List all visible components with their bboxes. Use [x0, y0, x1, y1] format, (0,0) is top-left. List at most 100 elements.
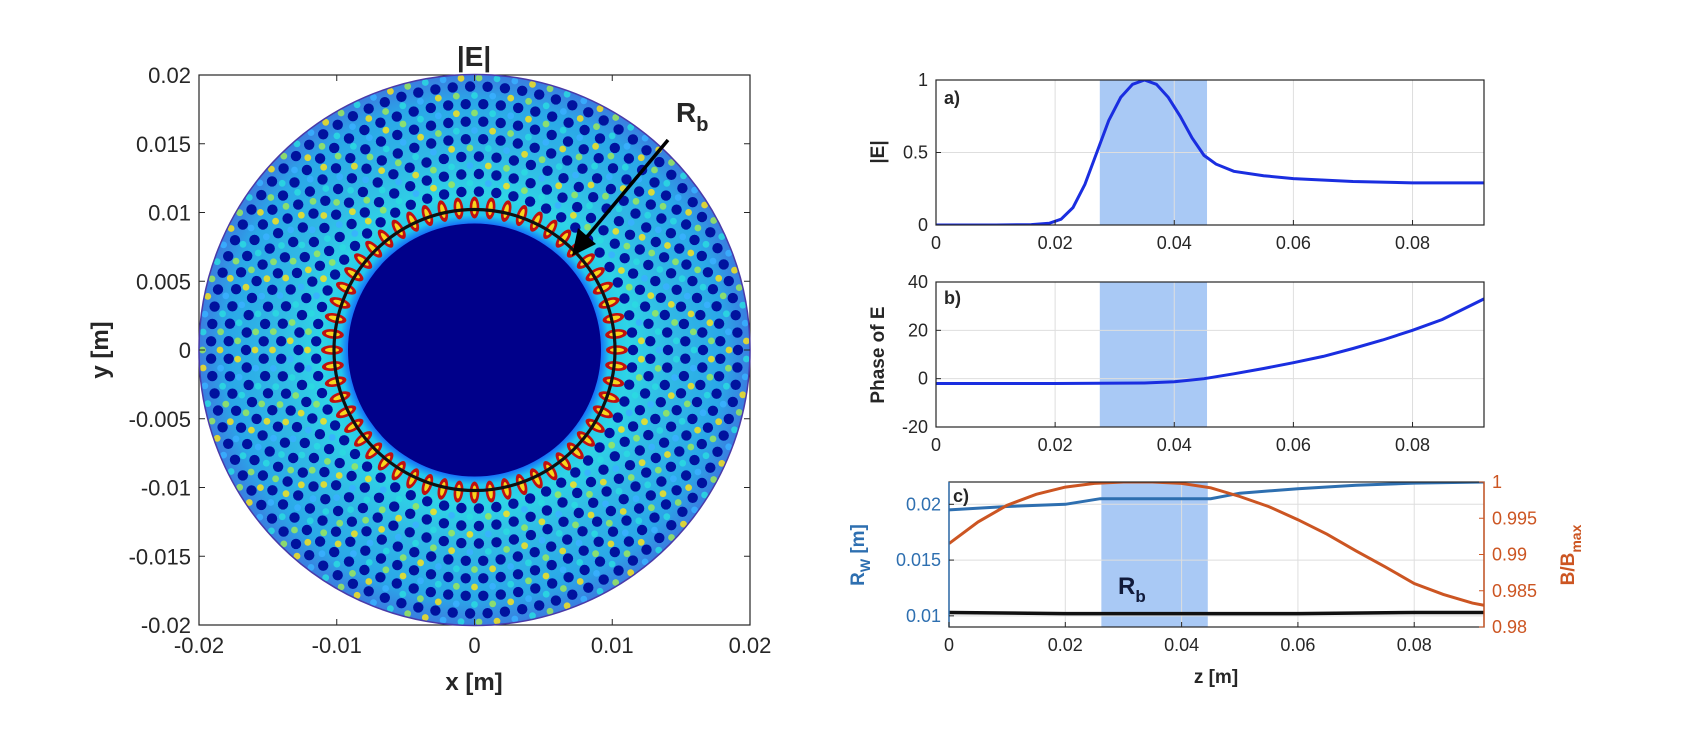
field-antinode	[484, 513, 492, 520]
field-antinode	[282, 418, 290, 426]
field-antinode	[694, 224, 702, 232]
field-node	[696, 438, 707, 450]
field-node	[634, 405, 646, 416]
field-node	[666, 520, 677, 531]
field-node	[291, 421, 303, 433]
field-antinode	[542, 139, 550, 146]
field-node	[495, 117, 506, 129]
field-antinode	[328, 434, 336, 441]
field-antinode	[701, 491, 708, 499]
field-node	[671, 284, 682, 295]
field-antinode	[324, 458, 331, 465]
field-node	[680, 353, 691, 364]
field-antinode	[248, 426, 255, 434]
field-node	[593, 153, 604, 164]
field-antinode	[199, 328, 207, 336]
field-antinode	[623, 242, 631, 250]
field-antinode	[656, 266, 664, 273]
field-antinode	[417, 115, 424, 123]
field-node	[656, 213, 667, 224]
field-node	[613, 565, 624, 576]
field-antinode	[679, 233, 687, 241]
field-node	[217, 422, 228, 433]
field-node	[473, 538, 485, 549]
field-node	[619, 253, 630, 264]
field-antinode	[572, 171, 579, 179]
field-node	[713, 371, 725, 382]
field-antinode	[555, 510, 563, 518]
field-node	[491, 537, 502, 548]
y-tick-label: 0.02	[906, 494, 941, 514]
field-antinode	[270, 434, 277, 442]
field-node	[612, 277, 623, 288]
field-antinode	[257, 484, 264, 491]
field-node	[389, 188, 400, 199]
field-antinode	[288, 319, 296, 326]
field-antinode	[554, 202, 562, 209]
field-antinode	[235, 319, 243, 327]
field-node	[317, 174, 328, 185]
field-lobe-core	[394, 223, 403, 236]
field-antinode	[313, 250, 321, 258]
field-node	[630, 208, 641, 219]
field-node	[241, 327, 252, 338]
field-node	[361, 461, 373, 472]
field-node	[262, 388, 274, 399]
field-node	[618, 494, 629, 505]
field-node	[534, 89, 545, 100]
rb-circle	[332, 207, 617, 493]
field-antinode	[743, 355, 750, 363]
field-antinode	[633, 434, 640, 442]
field-node	[329, 142, 340, 154]
field-node	[624, 379, 635, 390]
field-antinode	[586, 490, 593, 498]
field-node	[242, 250, 253, 262]
field-antinode	[635, 374, 643, 381]
field-antinode	[709, 257, 717, 265]
field-antinode	[294, 504, 301, 512]
field-node	[289, 177, 300, 188]
field-node	[422, 496, 433, 507]
field-antinode	[631, 301, 639, 308]
field-antinode	[268, 165, 275, 173]
field-antinode	[294, 188, 301, 196]
field-antinode	[378, 526, 385, 533]
field-node	[689, 234, 700, 246]
field-lobe-core	[325, 347, 339, 353]
field-map-image	[198, 73, 751, 627]
field-antinode	[471, 601, 478, 608]
y2-tick-label: 0.98	[1492, 617, 1527, 637]
field-node	[443, 135, 454, 146]
field-node	[425, 586, 436, 598]
field-node	[408, 565, 420, 576]
field-antinode	[466, 531, 474, 538]
field-antinode	[672, 337, 680, 345]
field-map-xtick-label: 0	[468, 633, 480, 658]
field-antinode	[521, 506, 528, 513]
field-antinode	[584, 223, 591, 231]
field-lobe-core	[532, 472, 540, 485]
field-antinode	[507, 580, 515, 588]
field-node	[491, 501, 502, 513]
field-node	[318, 560, 329, 571]
field-antinode	[664, 242, 671, 249]
field-node	[314, 536, 326, 547]
field-node	[332, 183, 344, 195]
field-node	[357, 502, 369, 514]
field-node	[359, 207, 370, 218]
field-antinode	[718, 233, 726, 241]
field-antinode	[256, 179, 264, 187]
field-antinode	[623, 450, 631, 458]
field-antinode	[602, 192, 609, 200]
field-node	[207, 318, 218, 330]
field-node	[297, 467, 308, 478]
field-lobe-core	[606, 379, 621, 385]
field-antinode	[621, 163, 629, 171]
field-node	[639, 388, 651, 399]
field-antinode	[309, 197, 317, 205]
field-node	[330, 163, 342, 174]
field-node	[319, 466, 330, 478]
field-node	[624, 460, 636, 471]
field-antinode	[521, 524, 528, 531]
field-antinode	[608, 560, 616, 568]
